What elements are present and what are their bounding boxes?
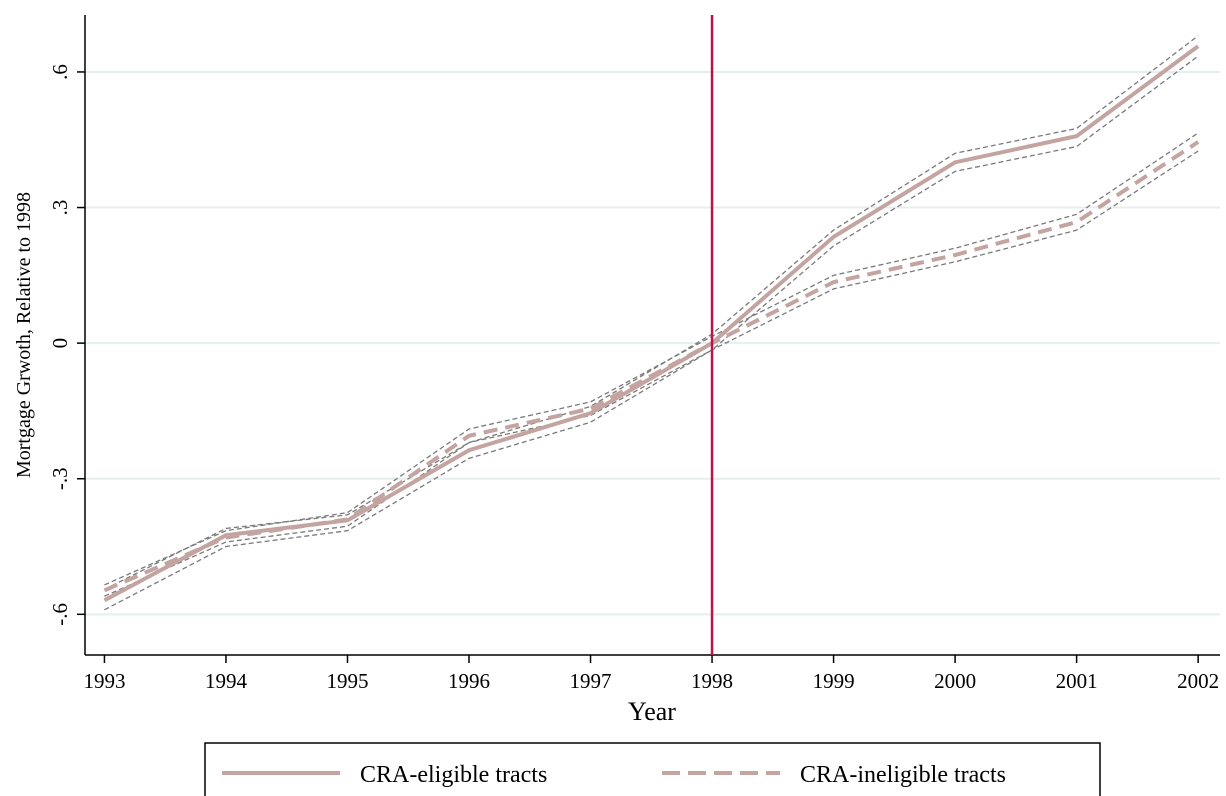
y-tick-label: .3 [48, 200, 72, 216]
x-tick-label: 1997 [570, 669, 612, 693]
ci-upper [104, 132, 1199, 586]
legend-label: CRA-ineligible tracts [800, 762, 1006, 788]
x-tick-label: 1998 [691, 669, 733, 693]
y-tick-label: .6 [48, 64, 72, 80]
series-line [103, 140, 1200, 593]
ci-lower [104, 55, 1199, 611]
x-tick-label: 2000 [934, 669, 976, 693]
x-tick-label: 1996 [448, 669, 490, 693]
y-axis-title: Mortgage Grwoth, Relative to 1998 [13, 192, 35, 478]
y-tick-label: -.6 [48, 603, 72, 626]
x-tick-label: 1995 [326, 669, 368, 693]
legend-box [204, 742, 1101, 796]
legend-label: CRA-eligible tracts [360, 762, 547, 788]
x-axis-title: Year [628, 697, 676, 726]
y-tick-label: -.3 [48, 467, 72, 490]
x-tick-label: 1993 [83, 669, 125, 693]
x-tick-label: 1999 [813, 669, 855, 693]
x-tick-label: 1994 [205, 669, 248, 693]
y-tick-label: 0 [48, 338, 72, 349]
ci-lower [104, 150, 1199, 597]
ci-upper [104, 35, 1199, 591]
series-line [103, 44, 1200, 603]
x-tick-label: 2001 [1056, 669, 1098, 693]
x-tick-label: 2002 [1177, 669, 1219, 693]
